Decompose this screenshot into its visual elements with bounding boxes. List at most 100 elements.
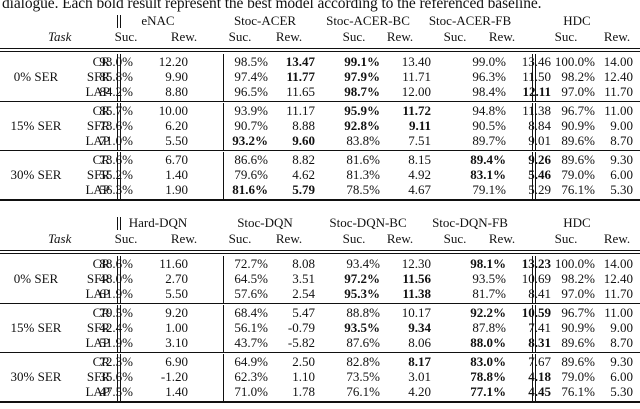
reward: 6.90 [165,354,188,369]
success-rate: 89.6% [561,152,595,167]
single-divider [223,354,224,401]
double-divider [120,354,121,401]
ser-label: 30% SER [10,369,62,384]
task-name: CR [92,152,110,167]
group-rule [0,101,640,102]
task-name: CR [92,354,110,369]
reward: 4.18 [528,369,551,384]
reward: 5.47 [292,305,315,320]
success-rate: 55.2% [73,167,133,182]
reward: 9.30 [610,354,633,369]
header-divider [120,217,121,230]
success-rate: 99.1% [344,54,380,69]
reward: 4.20 [408,384,431,399]
double-divider [535,103,536,150]
suc-header: Suc. [342,231,366,246]
success-rate: 98.1% [470,256,506,271]
reward: 12.00 [401,84,431,99]
table-row: 15% SER SFR42.4% 1.00 56.1% -0.79 93.5% 9.34 87… [0,320,640,335]
success-rate: 64.9% [234,354,268,369]
success-rate: 35.6% [73,369,133,384]
suc-header: Suc. [114,29,138,44]
reward: 11.38 [522,103,551,118]
reward: 5.30 [610,384,633,399]
success-rate: 76.1% [561,182,595,197]
success-rate: 78.8% [470,369,506,384]
table-row: CR88.6% 11.60 72.7% 8.08 93.4% 12.30 98.1% 13.2… [0,256,640,271]
ser-label: 0% SER [13,69,59,84]
success-rate: 81.6% [346,152,380,167]
reward: 6.20 [165,118,188,133]
double-divider [532,152,533,199]
model-header: Stoc-DQN-BC [329,215,407,230]
reward: 5.50 [165,286,188,301]
reward: 13.47 [285,54,315,69]
reward: -1.20 [160,369,188,384]
success-rate: 83.8% [346,133,380,148]
success-rate: 92.2% [470,305,506,320]
success-rate: 56.3% [73,182,133,197]
success-rate: 90.9% [561,320,595,335]
success-rate: 82.8% [346,354,380,369]
suc-header: Suc. [228,29,252,44]
rew-header: Rew. [275,231,303,246]
task-name: SFR [86,271,110,286]
success-rate: 56.1% [234,320,268,335]
suc-header: Suc. [228,231,252,246]
reward: 10.17 [401,305,431,320]
task-name: LAP [85,335,110,350]
reward: 9.26 [528,152,551,167]
metric-header-row: Task Suc. Rew. Suc. Rew. Suc. Rew. Suc. Rew. Suc.… [0,29,640,44]
success-rate: 85.8% [73,69,133,84]
table-row: LAP61.9% 5.50 57.6% 2.54 95.3% 11.38 81.7% 8.41… [0,286,640,301]
reward: 11.17 [286,103,315,118]
reward: 7.51 [408,133,431,148]
success-rate: 68.4% [234,305,268,320]
success-rate: 43.7% [234,335,268,350]
reward: 5.79 [292,182,315,197]
reward: 7.41 [528,320,551,335]
success-rate: 94.8% [472,103,506,118]
reward: 8.06 [408,335,431,350]
header-rule [0,48,640,49]
success-rate: 79.0% [561,167,595,182]
reward: 8.70 [610,335,633,350]
reward: 5.50 [165,133,188,148]
suc-header: Suc. [443,231,467,246]
success-rate: 88.6% [73,256,133,271]
reward: 11.65 [286,84,315,99]
success-rate: 98.5% [234,54,268,69]
suc-header: Suc. [554,231,578,246]
reward: 4.92 [408,167,431,182]
metric-header-row: Task Suc. Rew. Suc. Rew. Suc. Rew. Suc. Rew. Suc.… [0,231,640,246]
success-rate: 98.7% [344,84,380,99]
success-rate: 98.2% [561,271,595,286]
reward: 5.29 [528,182,551,197]
success-rate: 42.4% [73,320,133,335]
reward: 11.56 [402,271,431,286]
model-header: HDC [563,13,591,28]
success-rate: 100.0% [554,256,595,271]
success-rate: 97.9% [344,69,380,84]
single-divider [223,54,224,101]
success-rate: 79.0% [561,369,595,384]
reward: 3.01 [408,369,431,384]
table-row: CR73.6% 6.70 86.6% 8.82 81.6% 8.15 89.4% 9.26 89… [0,152,640,167]
double-divider [117,103,118,150]
reward: 11.00 [604,103,633,118]
reward: 12.30 [401,256,431,271]
double-divider [117,54,118,101]
single-divider [223,256,224,303]
reward: 8.41 [528,286,551,301]
success-rate: 85.7% [73,103,133,118]
table-row: LAP47.5% 1.40 71.0% 1.78 76.1% 4.20 77.1% 4.45 7… [0,384,640,399]
success-rate: 93.9% [234,103,268,118]
reward: 8.82 [292,152,315,167]
table-row: LAP71.0% 5.50 93.2% 9.60 83.8% 7.51 89.7% 9.01 8… [0,133,640,148]
success-rate: 93.2% [232,133,268,148]
double-divider [120,54,121,101]
reward: 4.62 [292,167,315,182]
success-rate: 77.1% [470,384,506,399]
task-name: CR [92,103,110,118]
success-rate: 81.7% [472,286,506,301]
